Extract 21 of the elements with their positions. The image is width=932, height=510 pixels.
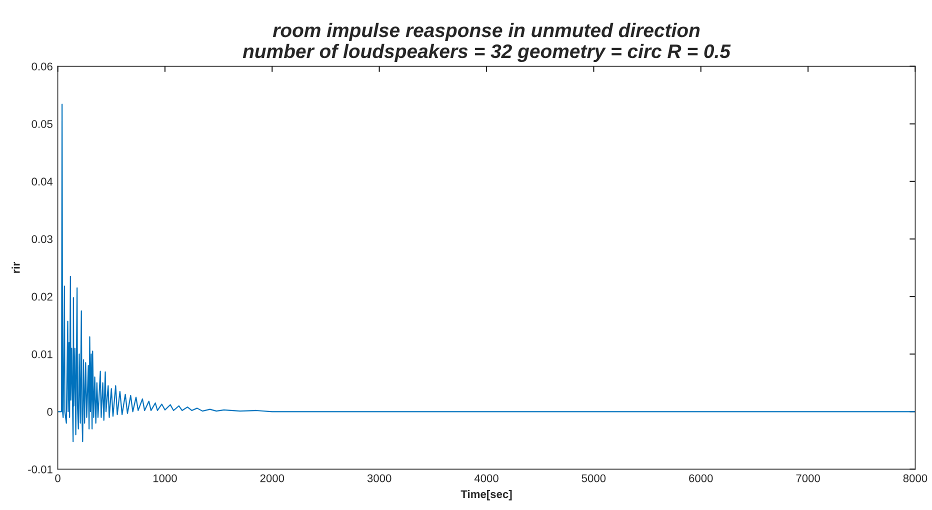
x-tick-label: 1000 <box>153 474 177 482</box>
line-series <box>58 104 916 442</box>
x-tick-label: 6000 <box>689 474 713 482</box>
x-tick-label: 0 <box>55 474 60 482</box>
x-tick-label: 7000 <box>796 474 820 482</box>
y-tick-label: -0.01 <box>28 465 52 474</box>
y-tick-label: 0.05 <box>32 120 52 128</box>
y-tick-label: 0.06 <box>32 62 52 70</box>
y-tick-label: 0.02 <box>32 292 52 301</box>
x-tick-label: 4000 <box>474 474 498 482</box>
x-axis-title: Time[sec] <box>460 490 512 500</box>
x-tick-label: 8000 <box>903 474 928 482</box>
y-tick-label: 0.04 <box>32 178 53 186</box>
x-tick-label: 2000 <box>260 474 284 482</box>
x-tick-label: 3000 <box>367 474 392 482</box>
y-axis-title: rir <box>12 262 20 273</box>
y-tick-label: 0 <box>47 408 52 416</box>
y-tick-label: 0.01 <box>32 350 52 358</box>
chart-title: room impulse reasponse in unmuted direction number of loudspeakers = 32 geometry = circ R = 0.5 <box>242 22 731 62</box>
x-tick-label: 5000 <box>582 474 606 482</box>
y-tick-label: 0.03 <box>32 235 52 244</box>
